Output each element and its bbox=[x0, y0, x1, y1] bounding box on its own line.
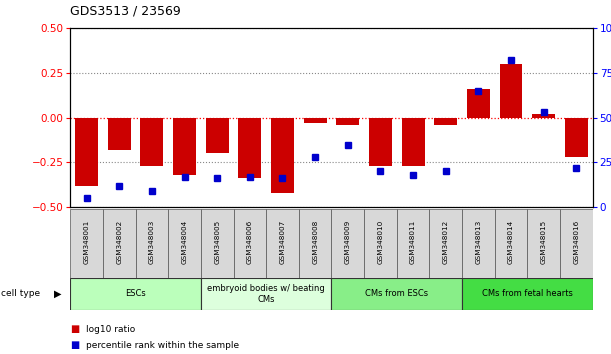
Bar bbox=[141, 118, 163, 166]
Bar bbox=[271, 118, 294, 193]
Text: ▶: ▶ bbox=[54, 289, 61, 299]
Text: GSM348005: GSM348005 bbox=[214, 220, 220, 264]
FancyBboxPatch shape bbox=[364, 209, 397, 278]
Text: CMs from ESCs: CMs from ESCs bbox=[365, 289, 428, 298]
Text: GSM348009: GSM348009 bbox=[345, 220, 351, 264]
FancyBboxPatch shape bbox=[70, 278, 201, 310]
Text: ESCs: ESCs bbox=[125, 289, 146, 298]
Bar bbox=[108, 118, 131, 150]
Text: cell type: cell type bbox=[1, 289, 40, 298]
Bar bbox=[500, 64, 522, 118]
Text: GSM348010: GSM348010 bbox=[378, 220, 384, 264]
Text: GSM348006: GSM348006 bbox=[247, 220, 253, 264]
Text: GSM348004: GSM348004 bbox=[181, 220, 188, 264]
Bar bbox=[238, 118, 262, 178]
Bar bbox=[206, 118, 229, 154]
FancyBboxPatch shape bbox=[201, 209, 233, 278]
Bar bbox=[401, 118, 425, 166]
Bar bbox=[173, 118, 196, 175]
Text: CMs from fetal hearts: CMs from fetal hearts bbox=[482, 289, 573, 298]
Text: GSM348016: GSM348016 bbox=[573, 220, 579, 264]
FancyBboxPatch shape bbox=[560, 209, 593, 278]
FancyBboxPatch shape bbox=[462, 209, 495, 278]
FancyBboxPatch shape bbox=[495, 209, 527, 278]
Text: GSM348007: GSM348007 bbox=[279, 220, 285, 264]
Text: GSM348003: GSM348003 bbox=[149, 220, 155, 264]
FancyBboxPatch shape bbox=[136, 209, 168, 278]
FancyBboxPatch shape bbox=[233, 209, 266, 278]
FancyBboxPatch shape bbox=[70, 209, 103, 278]
FancyBboxPatch shape bbox=[201, 278, 331, 310]
Text: embryoid bodies w/ beating
CMs: embryoid bodies w/ beating CMs bbox=[207, 284, 325, 303]
FancyBboxPatch shape bbox=[397, 209, 430, 278]
Bar bbox=[532, 114, 555, 118]
FancyBboxPatch shape bbox=[168, 209, 201, 278]
Text: ■: ■ bbox=[70, 340, 79, 350]
Text: log10 ratio: log10 ratio bbox=[86, 325, 135, 334]
Bar bbox=[467, 89, 490, 118]
FancyBboxPatch shape bbox=[299, 209, 331, 278]
FancyBboxPatch shape bbox=[266, 209, 299, 278]
Text: GSM348015: GSM348015 bbox=[541, 220, 547, 264]
Text: GSM348002: GSM348002 bbox=[116, 220, 122, 264]
Text: GSM348011: GSM348011 bbox=[410, 220, 416, 264]
Text: GDS3513 / 23569: GDS3513 / 23569 bbox=[70, 5, 181, 18]
FancyBboxPatch shape bbox=[331, 278, 462, 310]
Bar bbox=[369, 118, 392, 166]
FancyBboxPatch shape bbox=[527, 209, 560, 278]
Text: GSM348008: GSM348008 bbox=[312, 220, 318, 264]
Text: ■: ■ bbox=[70, 324, 79, 334]
Text: GSM348012: GSM348012 bbox=[443, 220, 448, 264]
Bar bbox=[304, 118, 326, 123]
FancyBboxPatch shape bbox=[331, 209, 364, 278]
Text: GSM348014: GSM348014 bbox=[508, 220, 514, 264]
FancyBboxPatch shape bbox=[430, 209, 462, 278]
Bar bbox=[434, 118, 457, 125]
Bar bbox=[75, 118, 98, 185]
Text: percentile rank within the sample: percentile rank within the sample bbox=[86, 341, 239, 350]
Text: GSM348013: GSM348013 bbox=[475, 220, 481, 264]
FancyBboxPatch shape bbox=[103, 209, 136, 278]
Bar bbox=[337, 118, 359, 125]
Bar bbox=[565, 118, 588, 157]
Text: GSM348001: GSM348001 bbox=[84, 220, 90, 264]
FancyBboxPatch shape bbox=[462, 278, 593, 310]
